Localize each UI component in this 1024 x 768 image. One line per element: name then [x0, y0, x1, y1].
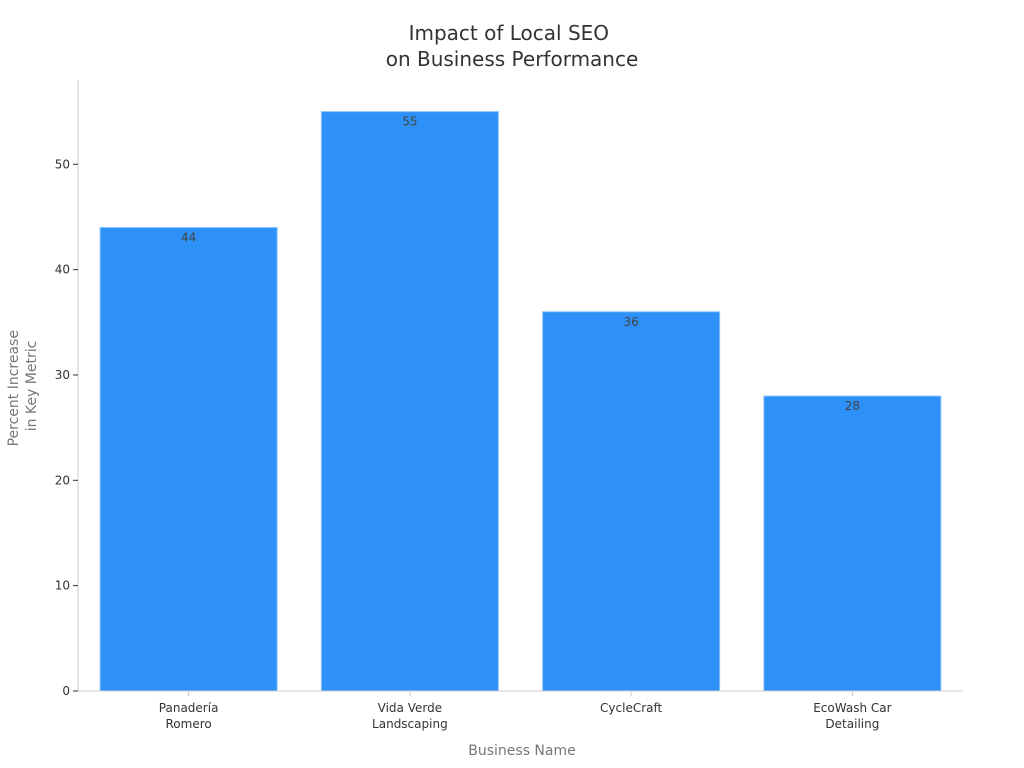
x-tick-label: Panadería Romero: [159, 701, 219, 731]
x-tick-label-line: Vida Verde: [378, 701, 442, 715]
y-tick-label: 0: [62, 684, 70, 698]
y-axis-title: Percent Increase in Key Metric: [6, 326, 40, 447]
x-tick-label: CycleCraft: [600, 701, 662, 715]
data-labels-layer: 44 55 36 28: [181, 115, 860, 413]
x-axis-ticks: Panadería Romero Vida Verde Landscaping Cycl…: [159, 691, 892, 731]
y-axis-title-line-1: Percent Increase: [6, 330, 22, 446]
y-tick-label: 20: [55, 473, 70, 487]
y-tick-label: 40: [55, 263, 70, 277]
bar: [320, 111, 499, 692]
y-tick-label: 50: [55, 157, 70, 171]
x-tick-label: Vida Verde Landscaping: [372, 701, 448, 731]
x-tick-label-line: Detailing: [825, 717, 879, 731]
bar: [99, 226, 278, 692]
chart-title-line-2: on Business Performance: [386, 47, 639, 71]
x-tick-label-line: Romero: [166, 717, 212, 731]
chart-title-line-1: Impact of Local SEO: [409, 21, 609, 45]
x-tick-label: EcoWash Car Detailing: [813, 701, 891, 731]
bar: [763, 395, 942, 692]
x-tick-label-line: Landscaping: [372, 717, 448, 731]
x-tick-label-line: EcoWash Car: [813, 701, 891, 715]
x-tick-label-line: Panadería: [159, 701, 219, 715]
y-axis-title-line-2: in Key Metric: [24, 341, 40, 432]
bar-data-label: 44: [181, 230, 196, 244]
bar-data-label: 28: [845, 399, 860, 413]
bars-layer: [99, 111, 942, 692]
y-tick-label: 30: [55, 368, 70, 382]
x-axis-title: Business Name: [468, 743, 576, 759]
chart-title: Impact of Local SEO on Business Performa…: [386, 21, 639, 71]
y-tick-label: 10: [55, 579, 70, 593]
bar-data-label: 55: [402, 115, 417, 129]
y-axis-ticks: 0 10 20 30 40 50: [55, 157, 78, 698]
x-tick-label-line: CycleCraft: [600, 701, 662, 715]
bar-data-label: 36: [623, 315, 638, 329]
bar: [542, 311, 721, 692]
